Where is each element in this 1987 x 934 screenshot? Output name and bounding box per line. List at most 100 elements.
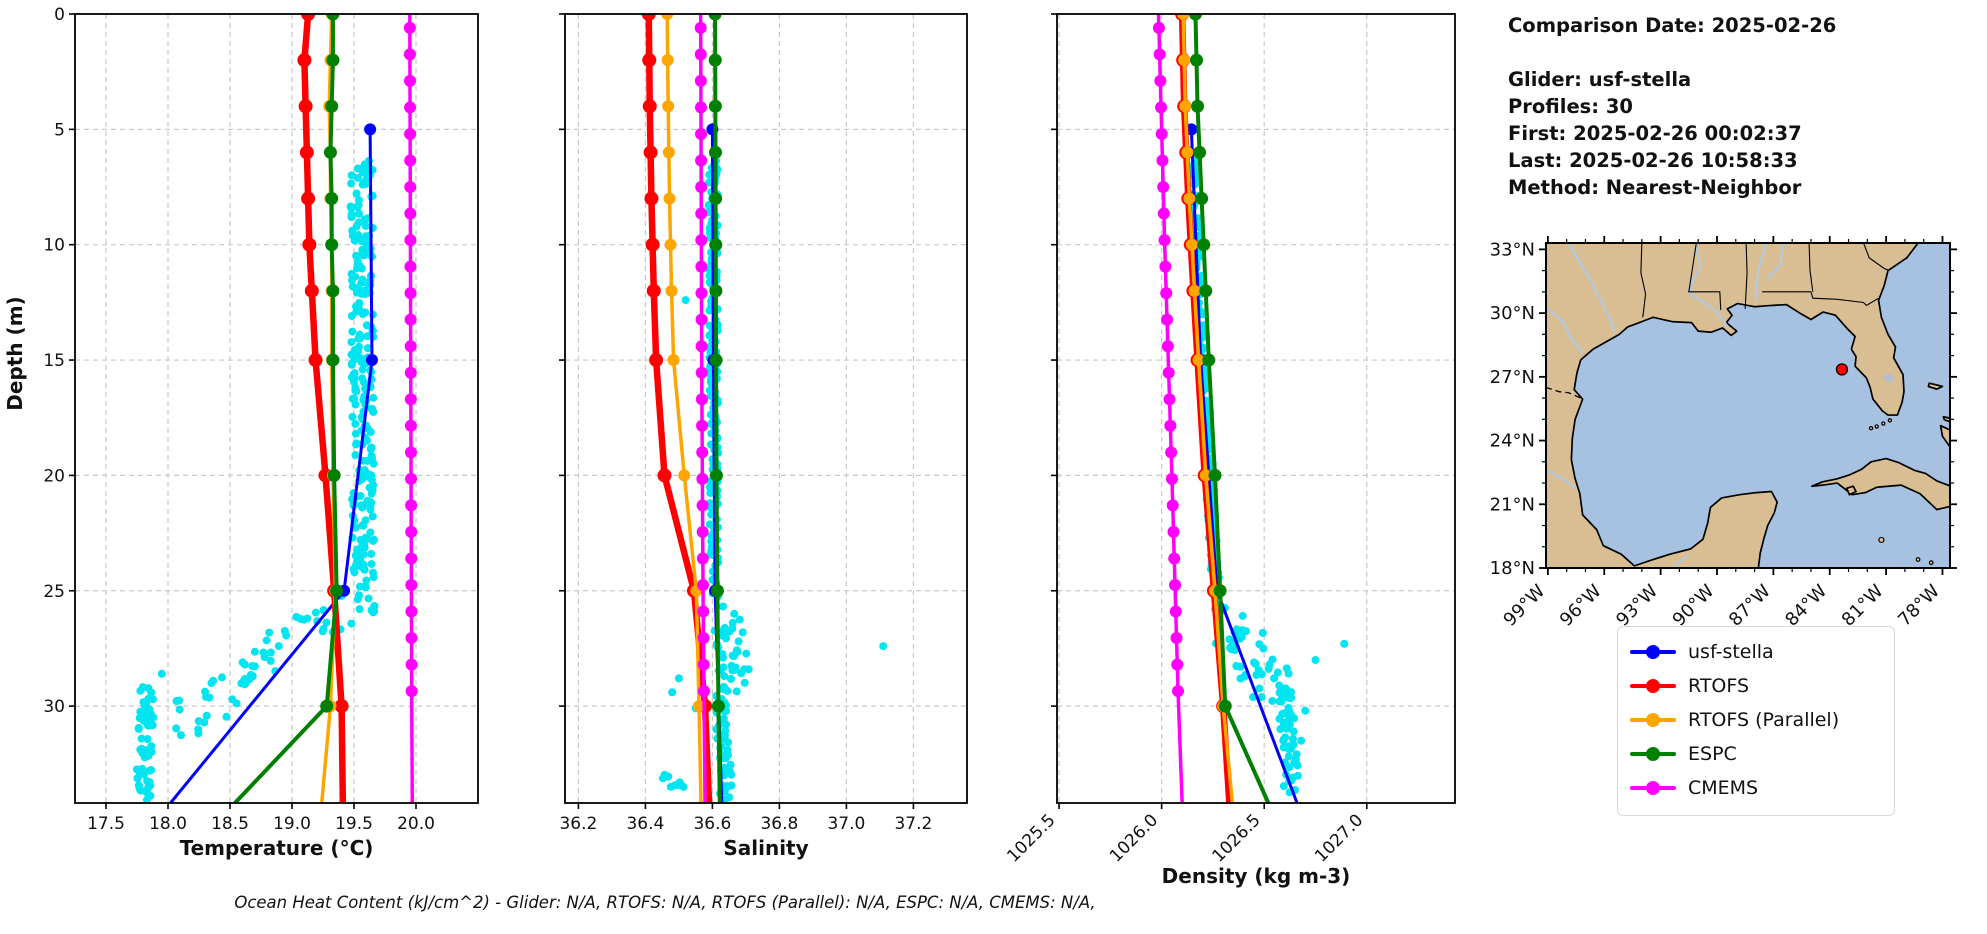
state-border	[1863, 243, 1889, 271]
legend-item-rtofs: RTOFS	[1630, 669, 1882, 703]
islet	[1868, 426, 1874, 431]
y-axis	[559, 13, 565, 707]
first-profile-time: First: 2025-02-26 00:02:37	[1508, 122, 1802, 145]
x-axis: 36.2 36.4 36.6 36.8 37.0 37.2 Salinity	[559, 803, 932, 860]
river	[1688, 243, 1729, 328]
legend-label: CMEMS	[1688, 777, 1759, 799]
legend-item-espc: ESPC	[1630, 737, 1882, 771]
river	[1767, 243, 1784, 280]
legend-label: RTOFS (Parallel)	[1688, 709, 1840, 731]
svg-text:18.0: 18.0	[149, 814, 187, 834]
svg-text:18°N: 18°N	[1490, 558, 1535, 579]
islet	[1887, 418, 1893, 423]
svg-text:36.4: 36.4	[626, 814, 664, 834]
legend-marker-dot	[1646, 679, 1660, 693]
state-border	[1744, 243, 1748, 309]
glider-location-marker	[1835, 363, 1849, 376]
x-axis-label: Temperature (°C)	[180, 836, 374, 860]
svg-text:36.2: 36.2	[559, 814, 597, 834]
svg-text:1025.5: 1025.5	[1003, 810, 1059, 866]
series-rtofs-parallel-	[661, 14, 705, 803]
legend-line-sample	[1630, 679, 1676, 693]
panel-temperature: 17.5 18.0 18.5 19.0 19.5 20.0 Temperature (°C)…	[3, 5, 479, 860]
islet	[1915, 557, 1921, 562]
legend: usf-stella RTOFS RTOFS (Parallel) ESPC CMEMS	[1617, 626, 1895, 816]
landmass	[1811, 457, 1950, 511]
islet	[1928, 560, 1934, 566]
plot-frame	[1056, 13, 1456, 804]
legend-item-rtofs-parallel-: RTOFS (Parallel)	[1630, 703, 1882, 737]
info-panel: Comparison Date: 2025-02-26 Glider: usf-…	[1508, 12, 1836, 201]
plot-frame	[74, 13, 479, 804]
legend-label: ESPC	[1688, 743, 1737, 765]
svg-text:15: 15	[43, 351, 65, 371]
svg-text:5: 5	[54, 120, 65, 140]
svg-text:1026.5: 1026.5	[1209, 810, 1265, 866]
svg-text:96°W: 96°W	[1556, 581, 1606, 631]
svg-text:37.0: 37.0	[827, 814, 865, 834]
legend-line-sample	[1630, 713, 1676, 727]
islet	[1874, 424, 1879, 429]
x-axis-label: Salinity	[723, 836, 808, 860]
x-axis: 17.5 18.0 18.5 19.0 19.5 20.0 Temperature (°C)	[87, 803, 435, 860]
map-frame	[1545, 242, 1951, 569]
y-axis: 0 5 10 15 20 25 30 Depth (m)	[3, 5, 75, 717]
glider-scatter	[132, 156, 379, 803]
ohc-footer: Ocean Heat Content (kJ/cm^2) - Glider: N…	[234, 893, 1096, 912]
svg-text:81°W: 81°W	[1838, 581, 1888, 631]
svg-text:78°W: 78°W	[1894, 581, 1944, 631]
svg-text:20.0: 20.0	[397, 814, 435, 834]
svg-text:19.0: 19.0	[273, 814, 311, 834]
info-gap	[1508, 39, 1836, 66]
islet	[1881, 421, 1886, 426]
legend-marker-dot	[1646, 747, 1660, 761]
comparison-date: Comparison Date: 2025-02-26	[1508, 14, 1837, 37]
glider-name: Glider: usf-stella	[1508, 68, 1692, 91]
series-rtofs	[297, 14, 349, 803]
svg-text:87°W: 87°W	[1725, 581, 1775, 631]
svg-text:30: 30	[43, 697, 65, 717]
interpolation-method: Method: Nearest-Neighbor	[1508, 176, 1802, 199]
series-espc	[232, 14, 344, 803]
svg-text:20: 20	[43, 466, 65, 486]
national-border	[1546, 386, 1583, 400]
river	[1567, 243, 1617, 333]
svg-text:18.5: 18.5	[211, 814, 249, 834]
svg-text:36.8: 36.8	[760, 814, 798, 834]
svg-text:37.2: 37.2	[894, 814, 932, 834]
legend-marker-dot	[1646, 645, 1660, 659]
landmass	[1942, 415, 1950, 423]
svg-text:33°N: 33°N	[1490, 239, 1535, 260]
x-axis-label: Density (kg m-3)	[1162, 864, 1351, 888]
legend-marker-dot	[1646, 781, 1660, 795]
gridlines	[565, 14, 967, 803]
y-axis-label: Depth (m)	[3, 296, 27, 410]
gridlines	[1057, 14, 1455, 803]
state-border	[1808, 243, 1814, 292]
panel-salinity: 36.2 36.4 36.6 36.8 37.0 37.2 Salinity	[559, 13, 968, 860]
legend-label: usf-stella	[1688, 641, 1774, 663]
state-border	[1810, 291, 1879, 307]
series-rtofs-parallel-	[1177, 14, 1235, 803]
svg-text:21°N: 21°N	[1490, 494, 1535, 515]
svg-text:19.5: 19.5	[335, 814, 373, 834]
svg-text:1026.0: 1026.0	[1106, 810, 1162, 866]
svg-text:24°N: 24°N	[1490, 431, 1535, 452]
legend-line-sample	[1630, 645, 1676, 659]
y-axis	[1051, 13, 1057, 707]
svg-text:17.5: 17.5	[87, 814, 125, 834]
landmass	[1845, 485, 1857, 496]
state-border	[1640, 243, 1647, 318]
svg-text:10: 10	[43, 236, 65, 256]
landmass	[1939, 424, 1950, 448]
series-cmems	[403, 14, 418, 803]
svg-text:27°N: 27°N	[1490, 367, 1535, 388]
svg-text:90°W: 90°W	[1669, 581, 1719, 631]
svg-text:36.6: 36.6	[693, 814, 731, 834]
svg-text:30°N: 30°N	[1490, 303, 1535, 324]
legend-line-sample	[1630, 747, 1676, 761]
